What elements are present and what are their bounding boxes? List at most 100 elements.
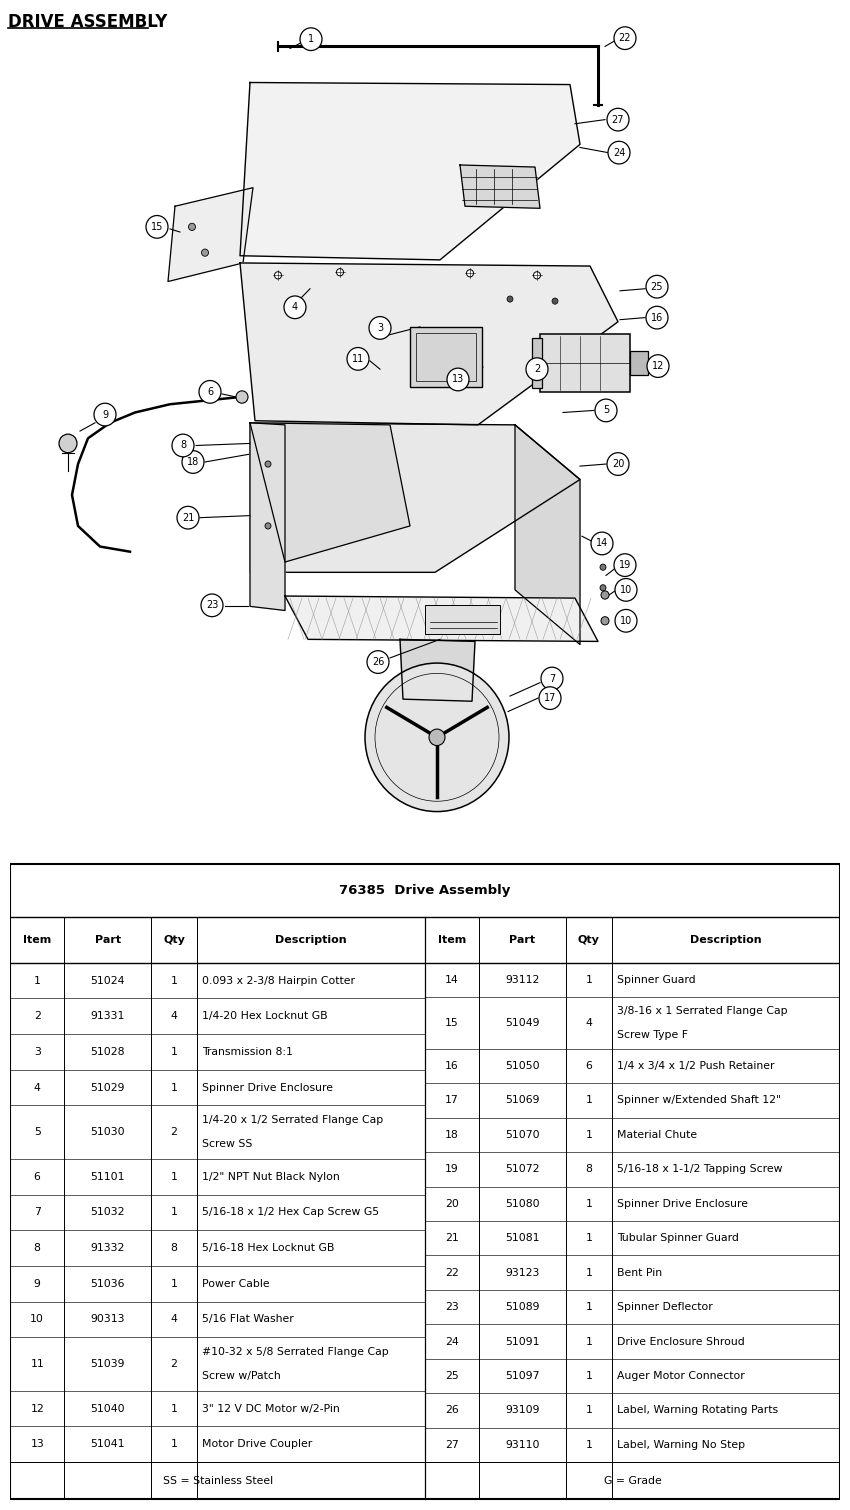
- Text: Label, Warning Rotating Parts: Label, Warning Rotating Parts: [616, 1406, 778, 1415]
- Circle shape: [607, 453, 629, 476]
- Text: 1: 1: [171, 1172, 178, 1182]
- Circle shape: [601, 590, 609, 599]
- Text: Tubular Spinner Guard: Tubular Spinner Guard: [616, 1234, 739, 1243]
- Text: #10-32 x 5/8 Serrated Flange Cap: #10-32 x 5/8 Serrated Flange Cap: [201, 1347, 388, 1356]
- Text: DRIVE ASSEMBLY: DRIVE ASSEMBLY: [8, 14, 167, 32]
- Text: Spinner Guard: Spinner Guard: [616, 975, 695, 985]
- Text: Auger Motor Connector: Auger Motor Connector: [616, 1371, 745, 1382]
- Text: 23: 23: [206, 601, 218, 610]
- Text: 51036: 51036: [90, 1279, 125, 1288]
- Polygon shape: [168, 187, 253, 281]
- Text: 93123: 93123: [505, 1267, 540, 1277]
- Text: 14: 14: [596, 539, 608, 548]
- Text: 51080: 51080: [505, 1199, 540, 1210]
- Text: 3: 3: [34, 1046, 41, 1057]
- Text: 1/4-20 Hex Locknut GB: 1/4-20 Hex Locknut GB: [201, 1012, 327, 1021]
- Circle shape: [608, 142, 630, 165]
- Text: 93110: 93110: [505, 1441, 540, 1450]
- Text: 51049: 51049: [505, 1018, 540, 1028]
- Text: 1: 1: [586, 1234, 592, 1243]
- Text: 51041: 51041: [90, 1439, 125, 1450]
- Text: 25: 25: [445, 1371, 459, 1382]
- Text: 6: 6: [207, 387, 213, 397]
- Text: 13: 13: [31, 1439, 44, 1450]
- Text: 51050: 51050: [505, 1062, 540, 1071]
- Text: 1: 1: [586, 1199, 592, 1210]
- Text: Item: Item: [438, 935, 466, 945]
- Text: 15: 15: [445, 1018, 459, 1028]
- Text: 6: 6: [34, 1172, 41, 1182]
- Circle shape: [600, 565, 606, 571]
- Text: 4: 4: [171, 1314, 178, 1324]
- Text: SS = Stainless Steel: SS = Stainless Steel: [162, 1475, 273, 1486]
- Circle shape: [447, 368, 469, 391]
- Circle shape: [189, 223, 196, 231]
- Text: Screw SS: Screw SS: [201, 1140, 252, 1149]
- Text: 22: 22: [445, 1267, 459, 1277]
- Text: 2: 2: [171, 1359, 178, 1370]
- Circle shape: [236, 391, 248, 403]
- Text: 1: 1: [586, 1441, 592, 1450]
- Text: 51029: 51029: [90, 1083, 125, 1093]
- Text: Bent Pin: Bent Pin: [616, 1267, 662, 1277]
- Circle shape: [146, 216, 168, 239]
- Text: 1: 1: [171, 1046, 178, 1057]
- Circle shape: [541, 667, 563, 690]
- Circle shape: [94, 403, 116, 426]
- Circle shape: [539, 687, 561, 710]
- Text: 17: 17: [445, 1095, 459, 1105]
- Circle shape: [265, 461, 271, 467]
- Circle shape: [615, 578, 637, 601]
- Text: 1: 1: [586, 1336, 592, 1347]
- Text: 11: 11: [352, 353, 364, 364]
- Circle shape: [526, 358, 548, 381]
- Text: 1: 1: [171, 1279, 178, 1288]
- Text: Spinner w/Extended Shaft 12": Spinner w/Extended Shaft 12": [616, 1095, 780, 1105]
- Text: 12: 12: [31, 1403, 44, 1413]
- Text: 6: 6: [586, 1062, 592, 1071]
- Circle shape: [172, 435, 194, 458]
- Text: 20: 20: [445, 1199, 459, 1210]
- Text: 5: 5: [603, 405, 609, 415]
- Text: 51091: 51091: [505, 1336, 540, 1347]
- Text: 9: 9: [34, 1279, 41, 1288]
- Text: 1/2" NPT Nut Black Nylon: 1/2" NPT Nut Black Nylon: [201, 1172, 340, 1182]
- Text: 51030: 51030: [90, 1126, 125, 1137]
- Text: 24: 24: [613, 148, 626, 157]
- Circle shape: [534, 272, 541, 279]
- Text: 15: 15: [150, 222, 163, 233]
- Circle shape: [347, 347, 369, 370]
- Text: 5/16-18 x 1-1/2 Tapping Screw: 5/16-18 x 1-1/2 Tapping Screw: [616, 1164, 782, 1175]
- Text: 7: 7: [34, 1208, 41, 1217]
- Bar: [532, 338, 542, 388]
- Text: 8: 8: [586, 1164, 592, 1175]
- Circle shape: [182, 450, 204, 473]
- Bar: [425, 606, 500, 634]
- Text: 10: 10: [31, 1314, 44, 1324]
- Circle shape: [591, 532, 613, 554]
- Circle shape: [646, 307, 668, 329]
- Circle shape: [265, 522, 271, 528]
- Text: 5/16-18 Hex Locknut GB: 5/16-18 Hex Locknut GB: [201, 1243, 334, 1253]
- Bar: [410, 326, 482, 387]
- Circle shape: [614, 554, 636, 577]
- Bar: [540, 334, 630, 393]
- Text: 1: 1: [171, 1439, 178, 1450]
- Text: 5/16-18 x 1/2 Hex Cap Screw G5: 5/16-18 x 1/2 Hex Cap Screw G5: [201, 1208, 379, 1217]
- Text: Power Cable: Power Cable: [201, 1279, 269, 1288]
- Text: 51081: 51081: [505, 1234, 540, 1243]
- Text: 4: 4: [292, 302, 298, 313]
- Text: 27: 27: [445, 1441, 459, 1450]
- Text: 4: 4: [586, 1018, 592, 1028]
- Text: 51032: 51032: [90, 1208, 125, 1217]
- Text: 93112: 93112: [505, 975, 540, 985]
- Text: 25: 25: [651, 282, 663, 291]
- Text: 3: 3: [377, 323, 383, 332]
- Polygon shape: [250, 423, 285, 610]
- Text: 2: 2: [534, 364, 540, 374]
- Text: Material Chute: Material Chute: [616, 1129, 697, 1140]
- Text: 51039: 51039: [90, 1359, 125, 1370]
- Text: 1: 1: [586, 1095, 592, 1105]
- Text: 11: 11: [31, 1359, 44, 1370]
- Text: 26: 26: [371, 657, 384, 667]
